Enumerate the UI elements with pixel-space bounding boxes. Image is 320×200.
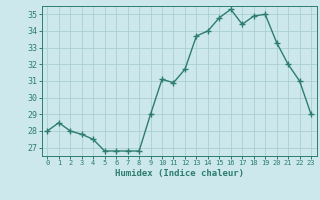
X-axis label: Humidex (Indice chaleur): Humidex (Indice chaleur): [115, 169, 244, 178]
